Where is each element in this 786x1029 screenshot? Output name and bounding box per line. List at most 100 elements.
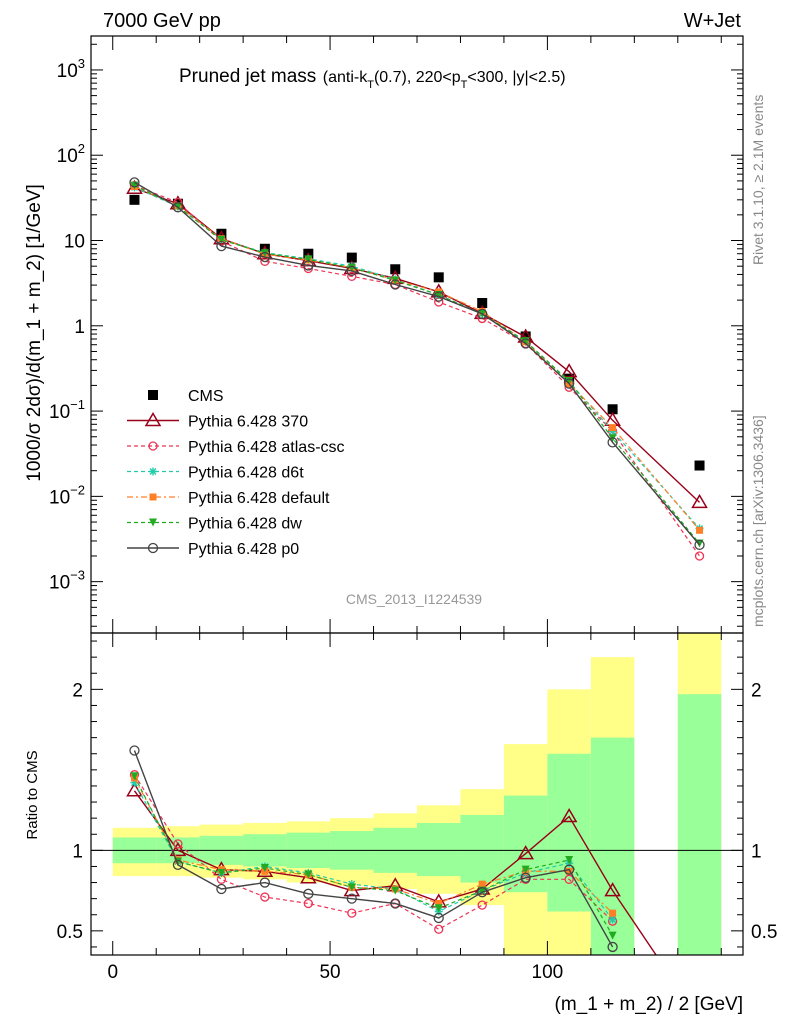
dw-marker (521, 865, 530, 874)
cms-data-point (433, 272, 444, 283)
default-marker (149, 493, 157, 501)
p0-marker (259, 877, 271, 888)
p0-marker (520, 872, 531, 883)
p0-marker (172, 202, 184, 213)
default-marker (609, 909, 617, 917)
ratio-y-tick-label: 0.5 (57, 922, 83, 943)
x-axis-label: (m_1 + m_2) / 2 [GeV] (555, 994, 744, 1015)
dw-marker (149, 518, 157, 527)
dw-marker (565, 856, 574, 865)
ratio-y-tick-label: 2 (72, 680, 83, 701)
p0-marker (563, 864, 575, 875)
p0-marker (607, 437, 618, 448)
cms-data-point (390, 264, 401, 275)
d6t-marker (130, 778, 139, 787)
x-tick-label: 50 (319, 962, 340, 983)
dw-marker (130, 772, 139, 781)
dw-marker (608, 931, 617, 940)
legend-entry-dw: Pythia 6.428 dw (127, 516, 302, 533)
dw-marker (217, 235, 226, 244)
atlas-marker (303, 898, 313, 909)
p0-marker (129, 177, 140, 188)
dw-marker (347, 883, 356, 892)
p0-marker (216, 240, 227, 252)
main-y-tick-label: 103 (57, 56, 85, 82)
default-marker (565, 867, 573, 875)
p0-marker (520, 338, 531, 349)
p0-ratio-line (133, 750, 614, 948)
mcplots-reference: mcplots.cern.ch [arXiv:1306.3436] (750, 415, 766, 627)
p0-marker (477, 308, 488, 320)
legend-label: Pythia 6.428 p0 (188, 541, 299, 558)
p370-marker (560, 363, 578, 378)
dw-marker (347, 263, 356, 272)
x-tick-label: 100 (532, 962, 564, 983)
inner-band (547, 753, 591, 912)
legend-entry-atlas: Pythia 6.428 atlas-csc (127, 439, 345, 456)
p370-series (126, 179, 708, 509)
ratio-y-tick-label-right: 1 (751, 841, 762, 862)
main-y-axis-label: 1000/σ 2dσ)/d(m_1 + m_2) [1/GeV] (24, 184, 45, 482)
d6t-marker (608, 915, 617, 924)
p0-marker (147, 542, 159, 554)
p370-marker (517, 845, 534, 860)
dw-ratio-line (133, 776, 614, 936)
p0-marker (303, 888, 314, 899)
default-marker (696, 526, 704, 534)
atlas-marker (148, 441, 158, 451)
p0-line (134, 181, 701, 546)
p0-marker (172, 859, 184, 870)
main-y-tick-label: 10−1 (49, 397, 85, 423)
dw-marker (260, 249, 269, 258)
atlas-marker (694, 551, 705, 561)
ratio-frame (90, 632, 744, 956)
legend: CMS Pythia 6.428 370 Pythia 6.428 atlas-cs… (127, 388, 345, 558)
p0-marker (303, 260, 314, 271)
ratio-y-tick-label-right: 0.5 (751, 922, 777, 943)
main-y-tick-label: 102 (57, 141, 85, 167)
dw-marker (260, 864, 269, 873)
legend-entry-p0: Pythia 6.428 p0 (127, 541, 299, 558)
ratio-y-tick-label: 1 (72, 841, 83, 862)
p0-marker (346, 893, 357, 904)
atlas-ratio-line (133, 774, 614, 930)
main-y-tick-label: 10−2 (49, 482, 85, 508)
p0-marker (694, 539, 705, 551)
cms-data-point (129, 194, 140, 205)
p0-marker (259, 251, 271, 263)
atlas-marker (564, 874, 574, 884)
dw-marker (434, 904, 443, 913)
cms-data-point (694, 460, 705, 471)
main-panel (126, 177, 708, 561)
header-right: W+Jet (684, 10, 742, 32)
p0-marker (433, 291, 444, 302)
analysis-tag: CMS_2013_I1224539 (346, 591, 482, 607)
title-cuts: (anti-kT(0.7), 220<pT<300, |y|<2.5) (323, 69, 566, 91)
legend-label: Pythia 6.428 d6t (188, 465, 304, 482)
atlas-marker (347, 271, 357, 281)
inner-band (460, 814, 504, 883)
legend-entry-p370: Pythia 6.428 370 (127, 412, 308, 431)
atlas-ratio-series (129, 770, 618, 934)
rivet-version: Rivet 3.1.10, ≥ 2.1M events (750, 95, 766, 265)
title-main: Pruned jet mass (179, 66, 316, 87)
p0-marker (433, 912, 444, 924)
p0-marker (607, 941, 618, 953)
dw-marker (304, 255, 313, 264)
d6t-marker (149, 467, 157, 476)
legend-entry-d6t: Pythia 6.428 d6t (127, 465, 304, 482)
cms-data-point (148, 390, 158, 400)
p370-marker (144, 412, 162, 427)
axes: 10−3 10−2 10−1 1 10 102 103 0.5 0.5 1 1 2 2 0 50 100 (49, 35, 777, 983)
dw-marker (217, 868, 226, 877)
uncertainty-bands (112, 633, 722, 955)
p370-marker (169, 841, 187, 857)
p0-marker (390, 279, 401, 290)
p370-marker (691, 493, 708, 509)
main-series (126, 177, 708, 561)
header-left: 7000 GeV pp (103, 10, 221, 32)
ratio-y-axis-label: Ratio to CMS (24, 750, 41, 839)
p0-marker (216, 883, 227, 895)
atlas-marker (434, 924, 444, 934)
